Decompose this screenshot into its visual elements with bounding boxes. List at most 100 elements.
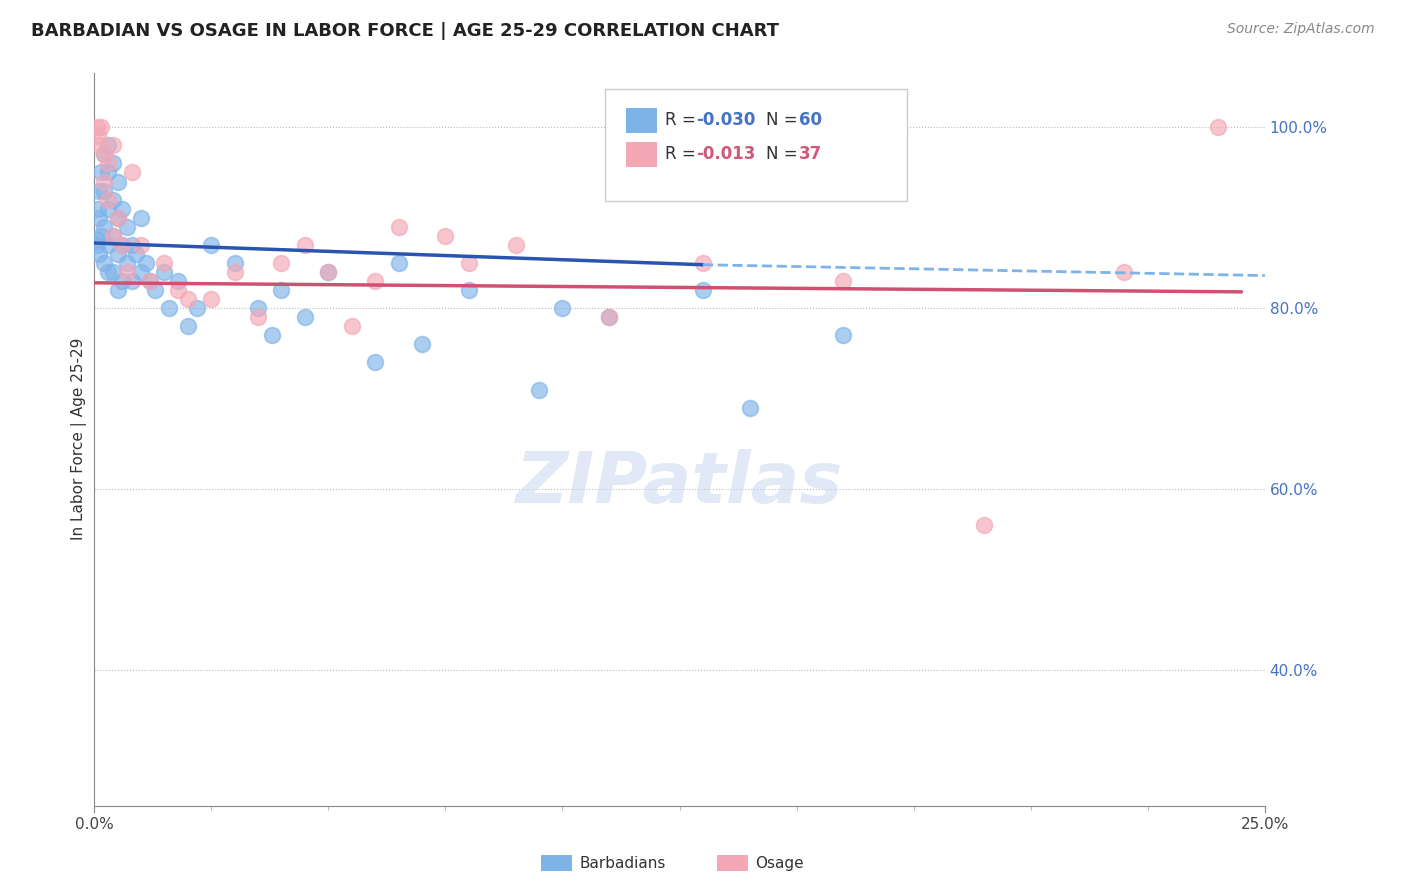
Point bbox=[129, 265, 152, 279]
Point bbox=[177, 292, 200, 306]
Point bbox=[97, 237, 120, 252]
Point bbox=[90, 120, 112, 135]
Point bbox=[101, 156, 124, 170]
Point bbox=[93, 147, 115, 161]
Point bbox=[973, 518, 995, 533]
Text: N =: N = bbox=[766, 112, 803, 129]
Point bbox=[135, 256, 157, 270]
Point bbox=[93, 174, 115, 188]
Point bbox=[832, 274, 855, 288]
Point bbox=[97, 138, 120, 153]
Point bbox=[97, 156, 120, 170]
Point bbox=[90, 165, 112, 179]
Point bbox=[87, 247, 110, 261]
Point bbox=[832, 328, 855, 343]
Point bbox=[107, 211, 129, 225]
Point bbox=[111, 237, 134, 252]
Point bbox=[111, 237, 134, 252]
Point bbox=[247, 310, 270, 325]
Point bbox=[167, 283, 190, 297]
Text: N =: N = bbox=[766, 145, 803, 163]
Point bbox=[129, 211, 152, 225]
Point bbox=[115, 219, 138, 234]
Point bbox=[186, 301, 208, 315]
Point bbox=[97, 193, 120, 207]
Point bbox=[340, 319, 363, 334]
Point bbox=[692, 256, 714, 270]
Point bbox=[153, 256, 176, 270]
Point bbox=[86, 120, 108, 135]
Point bbox=[121, 165, 143, 179]
Point bbox=[115, 256, 138, 270]
Y-axis label: In Labor Force | Age 25-29: In Labor Force | Age 25-29 bbox=[72, 338, 87, 541]
Point bbox=[411, 337, 433, 351]
Point bbox=[90, 228, 112, 243]
Point bbox=[87, 211, 110, 225]
Text: -0.030: -0.030 bbox=[696, 112, 755, 129]
Point bbox=[101, 138, 124, 153]
Point bbox=[107, 211, 129, 225]
Point bbox=[177, 319, 200, 334]
Point bbox=[262, 328, 284, 343]
Point bbox=[167, 274, 190, 288]
Point bbox=[738, 401, 761, 415]
Point bbox=[86, 233, 108, 247]
Point bbox=[364, 274, 387, 288]
Point bbox=[86, 237, 108, 252]
Point bbox=[434, 228, 457, 243]
Text: BARBADIAN VS OSAGE IN LABOR FORCE | AGE 25-29 CORRELATION CHART: BARBADIAN VS OSAGE IN LABOR FORCE | AGE … bbox=[31, 22, 779, 40]
Point bbox=[224, 265, 246, 279]
Point bbox=[247, 301, 270, 315]
Point bbox=[87, 138, 110, 153]
Point bbox=[270, 283, 292, 297]
Point bbox=[457, 256, 479, 270]
Point bbox=[93, 256, 115, 270]
Point bbox=[387, 256, 409, 270]
Point bbox=[93, 219, 115, 234]
Text: R =: R = bbox=[665, 145, 702, 163]
Point bbox=[101, 228, 124, 243]
Point bbox=[111, 274, 134, 288]
Point bbox=[527, 383, 550, 397]
Point bbox=[101, 193, 124, 207]
Point bbox=[200, 237, 222, 252]
Text: 60: 60 bbox=[799, 112, 821, 129]
Point bbox=[139, 274, 162, 288]
Point bbox=[294, 237, 316, 252]
Point bbox=[294, 310, 316, 325]
Text: Barbadians: Barbadians bbox=[579, 856, 665, 871]
Text: R =: R = bbox=[665, 112, 702, 129]
Point bbox=[143, 283, 166, 297]
Point bbox=[598, 310, 620, 325]
Point bbox=[157, 301, 180, 315]
Text: -0.013: -0.013 bbox=[696, 145, 755, 163]
Point bbox=[87, 202, 110, 216]
Point bbox=[129, 237, 152, 252]
Text: Source: ZipAtlas.com: Source: ZipAtlas.com bbox=[1227, 22, 1375, 37]
Point bbox=[153, 265, 176, 279]
Point bbox=[107, 247, 129, 261]
Point bbox=[107, 283, 129, 297]
Point bbox=[598, 310, 620, 325]
Point bbox=[125, 247, 148, 261]
Point bbox=[97, 265, 120, 279]
Point bbox=[224, 256, 246, 270]
Point bbox=[505, 237, 527, 252]
Point bbox=[93, 184, 115, 198]
Point bbox=[87, 129, 110, 144]
Point bbox=[121, 274, 143, 288]
Point bbox=[101, 265, 124, 279]
Point bbox=[387, 219, 409, 234]
Point bbox=[97, 202, 120, 216]
Text: ZIPatlas: ZIPatlas bbox=[516, 449, 844, 517]
Point bbox=[93, 147, 115, 161]
Point bbox=[101, 228, 124, 243]
Point bbox=[87, 184, 110, 198]
Point bbox=[457, 283, 479, 297]
Point bbox=[318, 265, 340, 279]
Point bbox=[1114, 265, 1136, 279]
Point bbox=[1206, 120, 1229, 135]
Point bbox=[121, 237, 143, 252]
Point bbox=[551, 301, 574, 315]
Point bbox=[318, 265, 340, 279]
